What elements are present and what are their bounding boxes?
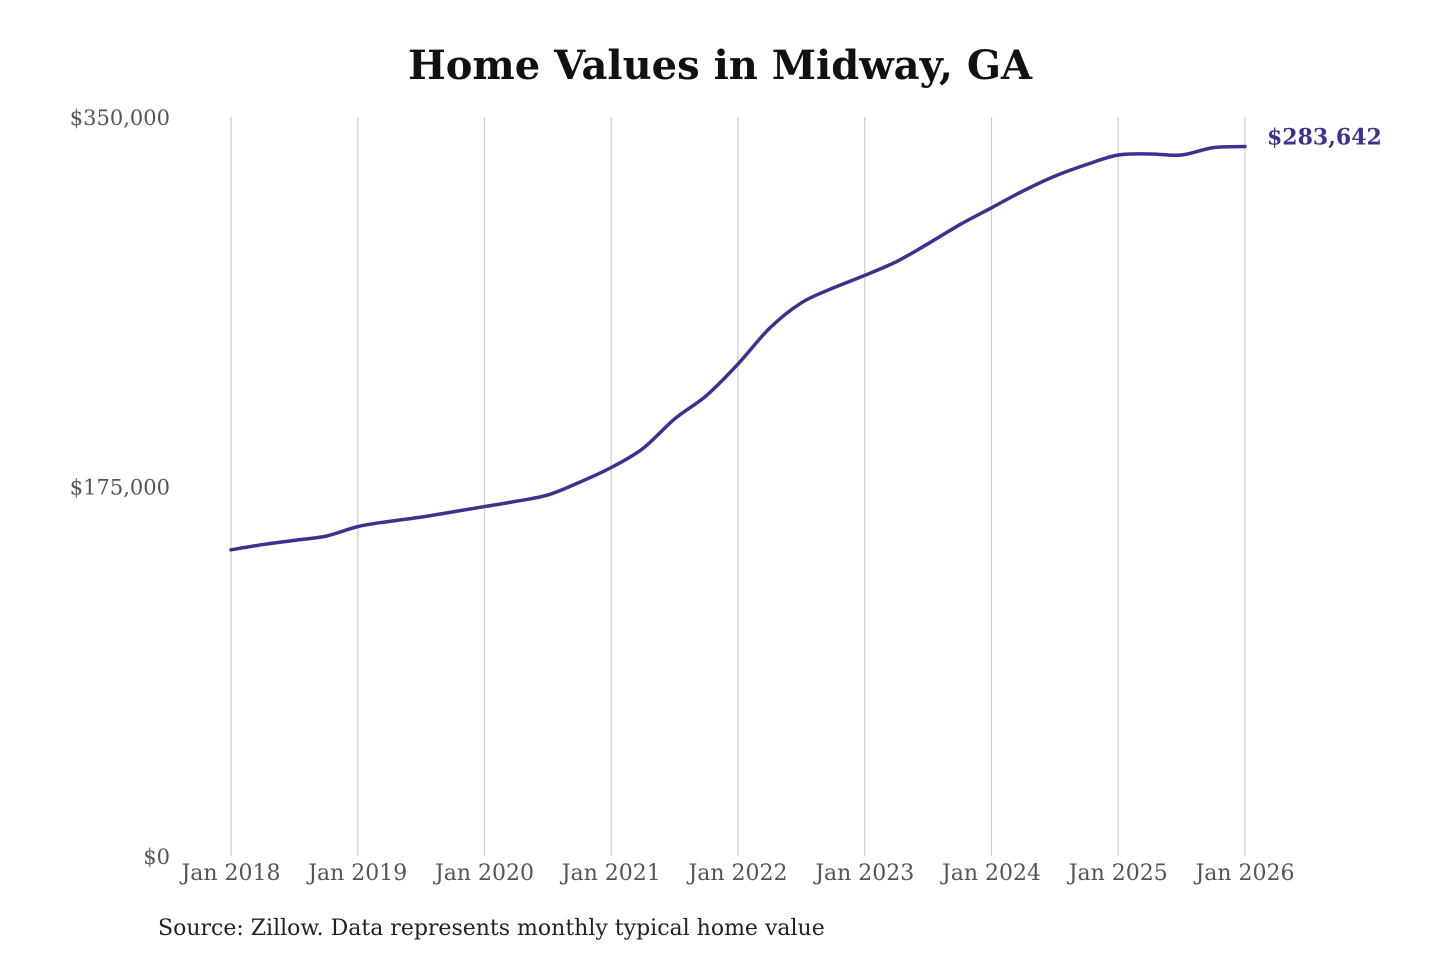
y-tick-label: $0 [143,845,170,869]
y-tick-label: $175,000 [70,476,170,500]
y-tick-label: $350,000 [70,106,170,130]
x-tick-label: Jan 2025 [1067,861,1168,886]
x-tick-label: Jan 2026 [1193,861,1294,886]
x-tick-label: Jan 2021 [560,861,661,886]
end-value-label: $283,642 [1267,125,1382,151]
end-label-layer: $283,642 [1267,125,1382,151]
x-tick-label: Jan 2024 [940,861,1041,886]
x-axis-ticks: Jan 2018 Jan 2019 Jan 2020 Jan 2021 Jan 2022… [179,861,1294,886]
y-axis-ticks: $0 $175,000 $350,000 [70,106,170,869]
x-tick-label: Jan 2023 [813,861,914,886]
x-tick-label: Jan 2020 [433,861,534,886]
series-line-0 [229,144,1247,552]
x-tick-label: Jan 2022 [686,861,787,886]
series-layer [229,144,1247,552]
source-note: Source: Zillow. Data represents monthly … [158,916,825,941]
x-tick-label: Jan 2019 [306,861,407,886]
x-tick-label: Jan 2018 [179,861,280,886]
gridlines [230,117,1246,856]
chart-title: Home Values in Midway, GA [407,42,1033,89]
